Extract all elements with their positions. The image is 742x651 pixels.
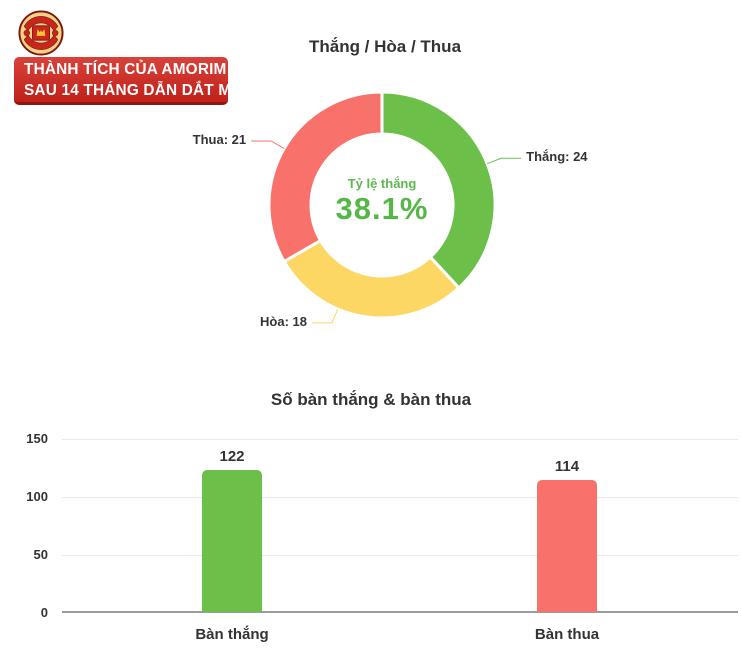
- x-axis-line: [62, 611, 738, 613]
- slice-label-thang: Thắng: 24: [526, 149, 588, 165]
- y-axis-tick-0: 0: [40, 605, 48, 620]
- donut-chart-title: Thắng / Hòa / Thua: [308, 37, 462, 56]
- title-banner: THÀNH TÍCH CỦA AMORIM SAU 14 THÁNG DẪN D…: [14, 57, 243, 105]
- banner-line1: THÀNH TÍCH CỦA AMORIM: [24, 60, 227, 78]
- gridline-100: [62, 497, 738, 498]
- slice-label-hoa: Hòa: 18: [260, 313, 307, 329]
- donut-center-label: Tỷ lệ thắng: [347, 176, 417, 191]
- slice-label-thua: Thua: 21: [192, 132, 247, 147]
- y-axis-tick-150: 150: [26, 431, 48, 446]
- gridline-150: [62, 439, 738, 440]
- bar-chart-title: Số bàn thắng & bàn thua: [270, 390, 472, 409]
- donut-slice-2: [267, 90, 384, 263]
- y-axis-tick-50: 50: [33, 547, 48, 562]
- bar-ban-thang: [202, 470, 262, 612]
- bar-value-ban-thua: 114: [554, 458, 580, 475]
- donut-chart: [251, 90, 522, 324]
- label-leader-line-1: [311, 308, 339, 324]
- banner-line2: SAU 14 THÁNG DẪN DẮT MU: [24, 81, 243, 99]
- bar-category-ban-thang: Bàn thắng: [195, 626, 269, 643]
- label-leader-line-0: [487, 157, 522, 165]
- donut-slice-1: [282, 239, 461, 320]
- manchester-united-logo: [18, 10, 64, 56]
- donut-slice-0: [380, 90, 497, 290]
- y-axis-tick-100: 100: [26, 489, 48, 504]
- bar-category-ban-thua: Bàn thua: [534, 626, 600, 643]
- donut-center-value: 38.1%: [335, 191, 429, 226]
- bar-ban-thua: [537, 480, 597, 612]
- gridline-50: [62, 555, 738, 556]
- bar-value-ban-thang: 122: [219, 448, 245, 465]
- label-leader-line-2: [251, 140, 285, 149]
